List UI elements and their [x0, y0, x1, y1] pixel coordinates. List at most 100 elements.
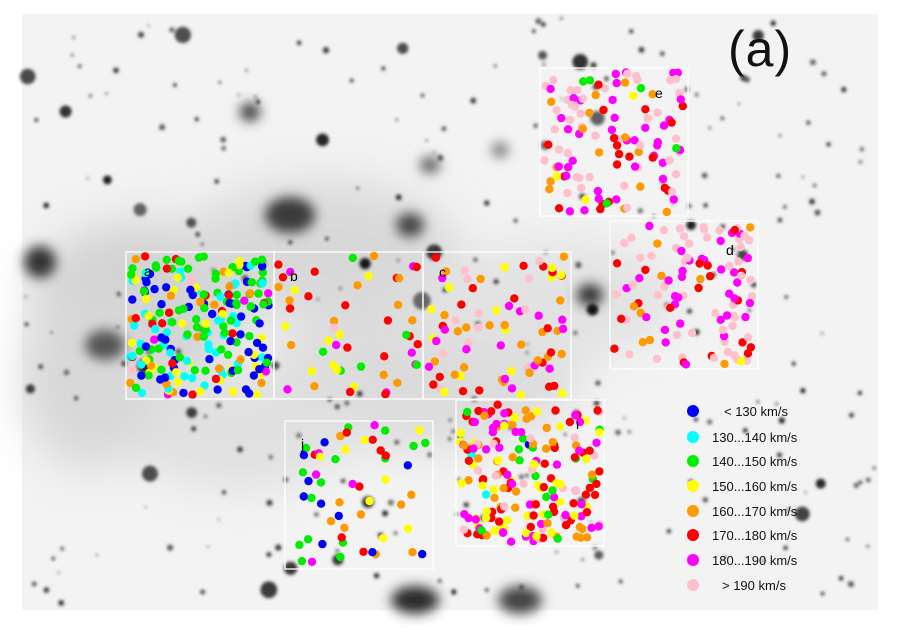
velocity-dot	[687, 328, 697, 337]
velocity-dot	[518, 434, 528, 443]
velocity-dot	[569, 93, 578, 103]
panel-label: (a)	[728, 21, 793, 77]
star	[540, 22, 546, 27]
velocity-dot	[161, 335, 170, 344]
velocity-dot	[157, 365, 166, 374]
velocity-dot	[558, 389, 567, 398]
velocity-dot	[498, 528, 508, 537]
velocity-dot	[450, 370, 459, 379]
star	[846, 537, 849, 541]
velocity-dot	[628, 280, 637, 290]
velocity-dot	[162, 255, 171, 264]
star	[72, 36, 75, 39]
velocity-dot	[438, 349, 447, 358]
velocity-dot	[522, 414, 531, 423]
star	[314, 512, 319, 517]
star	[533, 123, 538, 128]
velocity-dot	[340, 523, 349, 532]
velocity-dot	[547, 528, 556, 537]
velocity-dot	[217, 345, 226, 354]
velocity-dot	[274, 282, 283, 292]
star	[217, 518, 221, 521]
velocity-dot	[131, 383, 141, 392]
velocity-dot	[175, 353, 184, 362]
star	[116, 325, 120, 329]
velocity-dot	[334, 511, 343, 521]
star	[703, 203, 708, 208]
region-box-e	[539, 67, 689, 217]
velocity-dot	[364, 271, 373, 281]
velocity-dot	[551, 406, 560, 415]
velocity-dot	[200, 303, 209, 313]
velocity-dot	[150, 284, 159, 294]
velocity-dot	[578, 524, 587, 534]
velocity-dot	[342, 428, 351, 437]
velocity-dot	[127, 338, 137, 348]
star	[275, 544, 282, 551]
star	[791, 361, 796, 366]
star	[437, 578, 442, 584]
star	[775, 402, 779, 406]
velocity-dot	[625, 152, 634, 161]
velocity-dot	[326, 517, 336, 526]
velocity-dot	[620, 181, 629, 190]
velocity-dot	[570, 453, 580, 462]
velocity-dot	[331, 455, 340, 464]
velocity-dot	[173, 273, 182, 282]
velocity-dot	[641, 123, 650, 132]
star	[186, 217, 197, 228]
velocity-dot	[318, 539, 327, 549]
velocity-dot	[356, 510, 366, 519]
velocity-dot	[421, 438, 430, 448]
velocity-dot	[457, 300, 466, 309]
velocity-dot	[677, 246, 686, 256]
velocity-dot	[150, 335, 159, 344]
star	[865, 477, 871, 483]
velocity-dot	[676, 95, 685, 104]
velocity-dot	[620, 78, 630, 87]
velocity-dot	[187, 275, 196, 284]
star	[743, 428, 748, 433]
star	[387, 499, 394, 506]
velocity-dot	[694, 283, 703, 293]
velocity-dot	[548, 437, 557, 447]
star	[200, 589, 206, 595]
velocity-dot	[249, 371, 259, 380]
velocity-dot	[648, 153, 657, 162]
star	[573, 330, 578, 336]
legend-item: 140...150 km/s	[687, 454, 798, 469]
velocity-dot	[418, 549, 427, 559]
velocity-dot	[661, 338, 670, 347]
velocity-dot	[316, 499, 326, 508]
velocity-dot	[412, 262, 421, 272]
velocity-dot	[402, 330, 411, 340]
star	[393, 531, 398, 535]
velocity-dot	[204, 340, 213, 349]
velocity-dot	[247, 278, 257, 287]
velocity-dot	[599, 105, 608, 115]
velocity-dot	[127, 270, 136, 279]
velocity-dot	[335, 498, 344, 507]
velocity-dot	[462, 345, 471, 354]
velocity-dot	[581, 454, 591, 463]
velocity-dot	[545, 364, 554, 373]
velocity-dot	[214, 364, 224, 373]
velocity-dot	[474, 454, 483, 463]
star	[815, 478, 826, 489]
velocity-dot	[612, 78, 621, 88]
star	[783, 205, 787, 209]
velocity-dot	[595, 467, 604, 476]
velocity-dot	[565, 417, 575, 427]
velocity-dot	[538, 533, 548, 543]
velocity-dot	[290, 286, 299, 295]
velocity-dot	[228, 387, 238, 396]
velocity-dot	[477, 526, 486, 535]
star	[723, 555, 727, 559]
velocity-dot	[139, 287, 149, 296]
velocity-dot	[674, 293, 683, 302]
velocity-dot	[141, 268, 150, 278]
velocity-dot	[226, 316, 236, 325]
velocity-dot	[158, 319, 167, 328]
velocity-dot	[550, 125, 559, 134]
velocity-dot	[596, 204, 605, 214]
